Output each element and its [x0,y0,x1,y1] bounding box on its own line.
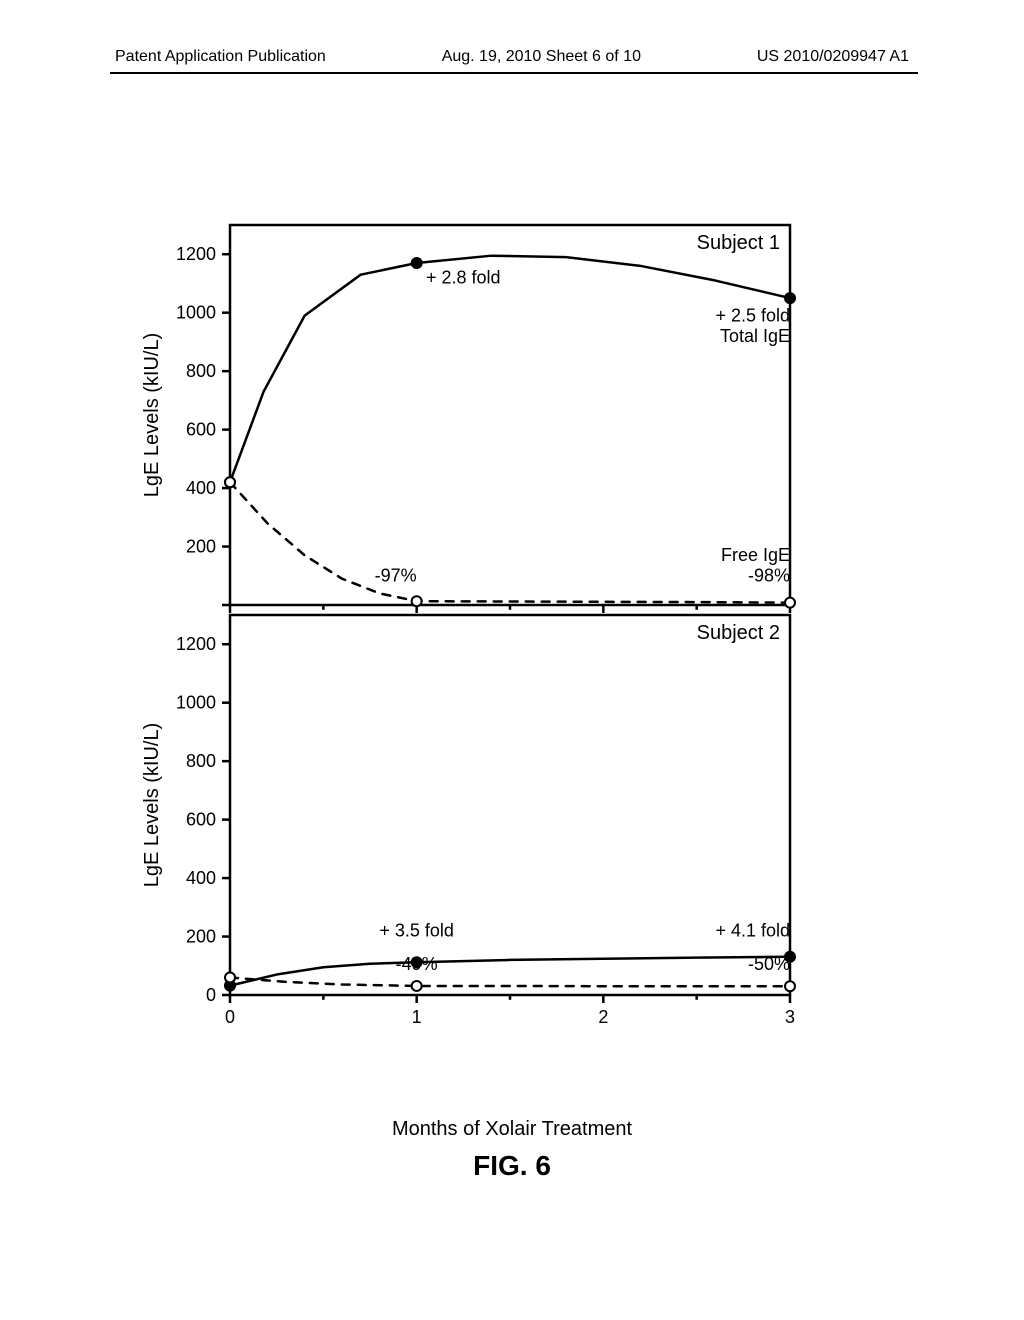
header-center: Aug. 19, 2010 Sheet 6 of 10 [442,48,641,66]
svg-text:200: 200 [186,537,216,557]
svg-text:-49%: -49% [396,954,438,974]
svg-text:-98%: -98% [748,566,790,586]
x-axis-label: Months of Xolair Treatment [0,1118,1024,1141]
svg-text:+ 3.5 fold: + 3.5 fold [379,921,454,941]
svg-text:0: 0 [206,985,216,1005]
svg-text:Total IgE: Total IgE [720,326,790,346]
svg-text:400: 400 [186,478,216,498]
figure-caption: FIG. 6 [0,1150,1024,1182]
header-left: Patent Application Publication [115,48,326,66]
svg-text:400: 400 [186,868,216,888]
svg-text:Free IgE: Free IgE [721,545,790,565]
svg-text:600: 600 [186,810,216,830]
svg-text:800: 800 [186,361,216,381]
svg-text:1000: 1000 [176,693,216,713]
chart-svg: 20040060080010001200LgE Levels (kIU/L)Su… [135,210,875,1110]
header-rule [110,72,918,74]
svg-text:1200: 1200 [176,634,216,654]
svg-text:1200: 1200 [176,244,216,264]
svg-text:800: 800 [186,751,216,771]
svg-text:2: 2 [598,1007,608,1027]
svg-text:-50%: -50% [748,954,790,974]
svg-text:600: 600 [186,420,216,440]
svg-text:+ 4.1 fold: + 4.1 fold [715,921,790,941]
figure-6-chart: 20040060080010001200LgE Levels (kIU/L)Su… [135,210,875,1110]
svg-text:1: 1 [412,1007,422,1027]
svg-text:LgE Levels (kIU/L): LgE Levels (kIU/L) [141,333,163,498]
svg-text:LgE Levels (kIU/L): LgE Levels (kIU/L) [141,723,163,888]
svg-text:+ 2.8 fold: + 2.8 fold [426,267,501,287]
svg-text:3: 3 [785,1007,795,1027]
svg-text:Subject 1: Subject 1 [697,232,780,254]
header-right: US 2010/0209947 A1 [757,48,909,66]
svg-text:+ 2.5 fold: + 2.5 fold [715,305,790,325]
svg-text:-97%: -97% [375,566,417,586]
svg-text:Subject 2: Subject 2 [697,622,780,644]
svg-text:1000: 1000 [176,303,216,323]
svg-text:200: 200 [186,927,216,947]
svg-text:0: 0 [225,1007,235,1027]
